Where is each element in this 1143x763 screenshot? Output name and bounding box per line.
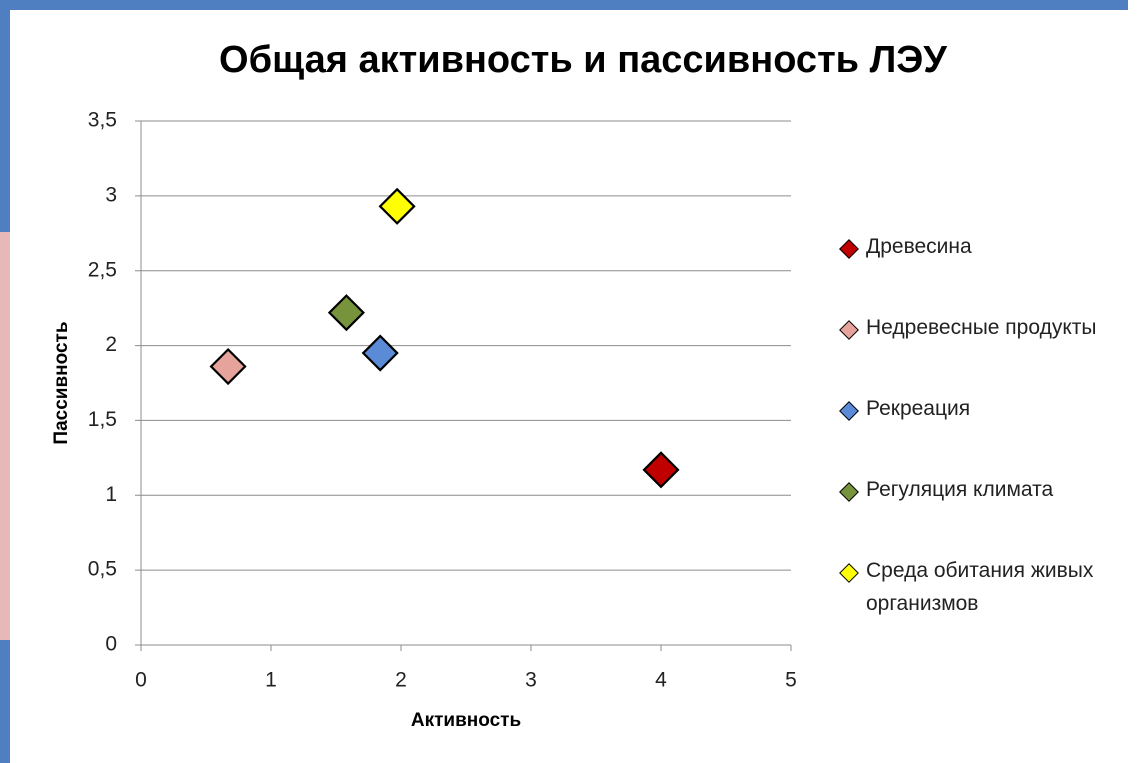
point (642, 451, 680, 489)
y-tick-label: 0,5 (88, 558, 117, 581)
legend-item: Среда обитания живых организмов (838, 559, 1138, 641)
point (327, 294, 365, 332)
legend-swatch (839, 239, 859, 259)
x-tick-label: 3 (525, 669, 537, 692)
legend-swatch (839, 401, 859, 421)
legend-label: Рекреация (866, 397, 971, 420)
legend: Древесина Недревесные продукты Рекреация Ре… (838, 235, 1138, 641)
legend-swatch (839, 320, 859, 340)
x-tick-label: 4 (655, 669, 667, 692)
x-axis-label: Активность (411, 710, 521, 731)
point (378, 187, 416, 225)
x-tick-label: 5 (785, 669, 797, 692)
y-tick-label: 3,5 (88, 109, 117, 132)
y-tick-label: 2 (105, 333, 117, 356)
point (361, 334, 399, 372)
legend-label: Древесина (866, 235, 972, 258)
y-tick-label: 0 (105, 633, 117, 656)
y-tick-label: 3 (105, 183, 117, 206)
sheet-fragment (0, 232, 10, 640)
legend-item: Древесина (838, 235, 1138, 317)
window-frame (0, 0, 1143, 10)
y-axis-label: Пассивность (51, 321, 72, 444)
legend-label: Недревесные продукты (866, 316, 1097, 339)
legend-item: Регуляция климата (838, 478, 1138, 560)
x-tick-label: 1 (265, 669, 277, 692)
legend-item: Рекреация (838, 397, 1138, 479)
y-tick-label: 1,5 (88, 408, 117, 431)
legend-swatch (839, 563, 859, 583)
legend-item: Недревесные продукты (838, 316, 1138, 398)
x-tick-label: 0 (135, 669, 147, 692)
point (209, 347, 247, 386)
legend-swatch (839, 482, 859, 502)
legend-label: Регуляция климата (866, 478, 1054, 501)
legend-label: Среда обитания живых организмов (866, 559, 1094, 615)
chart-title: Общая активность и пассивность ЛЭУ (219, 39, 947, 81)
chart-border (1128, 0, 1143, 20)
y-tick-label: 2,5 (88, 258, 117, 281)
x-tick-label: 2 (395, 669, 407, 692)
y-tick-label: 1 (105, 483, 117, 506)
